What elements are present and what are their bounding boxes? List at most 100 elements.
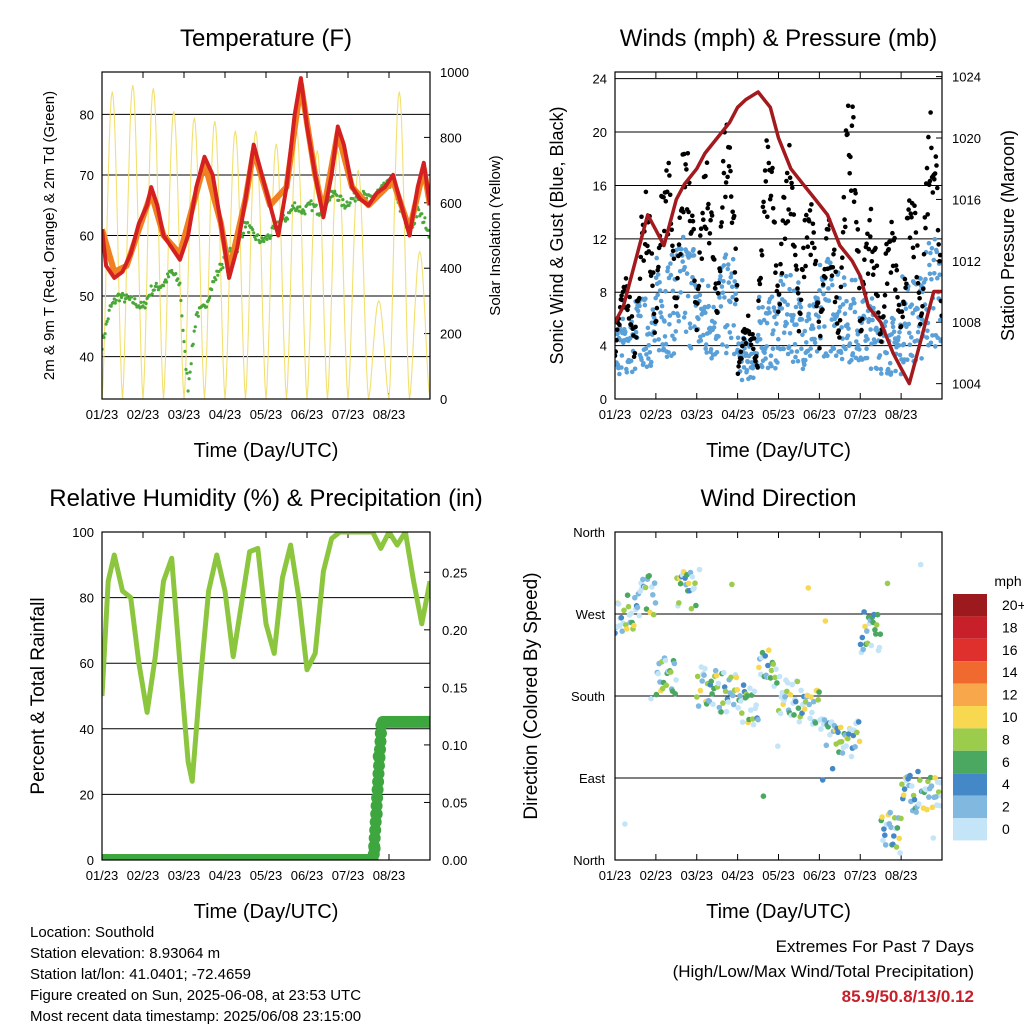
direction-point <box>888 824 894 831</box>
gust-point <box>878 331 883 336</box>
wind-point <box>686 255 691 260</box>
wind-point <box>814 349 820 354</box>
x-tick-label: 06/23 <box>291 407 324 422</box>
dewpoint-point <box>219 267 223 272</box>
wind-point <box>817 262 823 268</box>
direction-point <box>619 628 625 634</box>
wind-point <box>797 301 802 306</box>
wind-point <box>800 366 806 372</box>
gust-point <box>923 225 928 231</box>
wind-point <box>658 310 663 315</box>
direction-point <box>650 592 656 598</box>
x-tick-label: 05/23 <box>762 868 795 883</box>
gust-point <box>757 281 763 287</box>
gust-point <box>694 327 699 333</box>
gust-point <box>765 144 771 150</box>
gust-point <box>926 134 931 140</box>
wind-point <box>655 292 660 298</box>
wind-point <box>668 272 674 278</box>
direction-point <box>882 832 888 838</box>
colorbar-swatch <box>953 795 987 818</box>
gust-point <box>873 245 878 251</box>
dewpoint-point <box>170 268 174 273</box>
x-tick-label: 08/23 <box>885 868 918 883</box>
gust-point <box>937 252 942 258</box>
wind-point <box>665 268 670 274</box>
recent-text: Most recent data timestamp: 2025/06/08 2… <box>30 1008 362 1025</box>
wind-point <box>615 362 621 368</box>
wind-point <box>776 336 781 342</box>
gust-point <box>625 303 631 309</box>
dewpoint-point <box>310 209 314 213</box>
gust-point <box>817 346 822 351</box>
y-right-tick-label: 1008 <box>952 315 981 330</box>
wind-point <box>730 294 735 300</box>
direction-point <box>881 826 887 832</box>
dewpoint-point <box>107 308 111 312</box>
gust-point <box>782 236 788 242</box>
wind-point <box>656 347 662 353</box>
gust-point <box>743 340 749 346</box>
wind-point <box>933 344 938 349</box>
gust-point <box>804 212 809 218</box>
gust-point <box>802 217 808 223</box>
wind-point <box>671 351 677 356</box>
dewpoint-point <box>293 201 297 205</box>
gust-point <box>786 207 791 212</box>
wind-point <box>725 323 730 328</box>
gust-point <box>615 337 619 343</box>
direction-point <box>884 580 891 587</box>
direction-point <box>879 814 885 820</box>
gust-point <box>649 251 655 256</box>
colorbar-swatch <box>953 706 987 729</box>
gust-point <box>800 267 805 273</box>
gust-point <box>845 131 850 137</box>
wind-point <box>757 337 763 342</box>
gust-point <box>823 236 829 241</box>
gust-point <box>684 167 689 172</box>
gust-point <box>816 319 822 325</box>
gust-point <box>882 292 888 298</box>
direction-point <box>699 678 705 684</box>
gust-point <box>758 275 763 281</box>
gust-point <box>838 284 844 290</box>
wind-point <box>938 337 942 342</box>
gust-point <box>781 195 787 200</box>
x-axis-label: Time (Day/UTC) <box>706 440 851 462</box>
gust-point <box>925 212 930 217</box>
gust-point <box>784 170 790 176</box>
wind-point <box>670 288 676 294</box>
direction-point <box>901 786 908 792</box>
gust-point <box>666 160 671 166</box>
wind-point <box>678 246 684 252</box>
gust-point <box>733 246 738 251</box>
dewpoint-point <box>150 292 154 296</box>
gust-point <box>639 214 644 220</box>
direction-point <box>917 561 924 568</box>
x-tick-label: 02/23 <box>127 407 160 422</box>
gust-point <box>901 301 907 307</box>
direction-point <box>634 604 641 611</box>
colorbar-label: 14 <box>1002 664 1018 680</box>
pressure-line <box>615 90 942 386</box>
dewpoint-point <box>426 228 430 232</box>
direction-point <box>701 672 707 678</box>
direction-point <box>898 815 904 822</box>
wind-point <box>792 342 798 347</box>
wind-point <box>821 291 826 297</box>
direction-point <box>852 744 858 750</box>
dewpoint-point <box>139 300 143 304</box>
y-right-tick-label: 1004 <box>952 377 981 392</box>
dewpoint-point <box>143 306 147 310</box>
gust-point <box>911 254 916 260</box>
gust-point <box>674 295 680 301</box>
wind-point <box>638 313 643 319</box>
wind-point <box>923 276 928 282</box>
station-info: Location: Southold Station elevation: 8.… <box>30 922 361 1027</box>
wind-point <box>896 335 901 340</box>
gust-point <box>700 210 705 216</box>
wind-point <box>765 365 771 371</box>
wind-point <box>807 353 813 359</box>
wind-point <box>698 338 704 343</box>
gust-point <box>755 365 760 370</box>
